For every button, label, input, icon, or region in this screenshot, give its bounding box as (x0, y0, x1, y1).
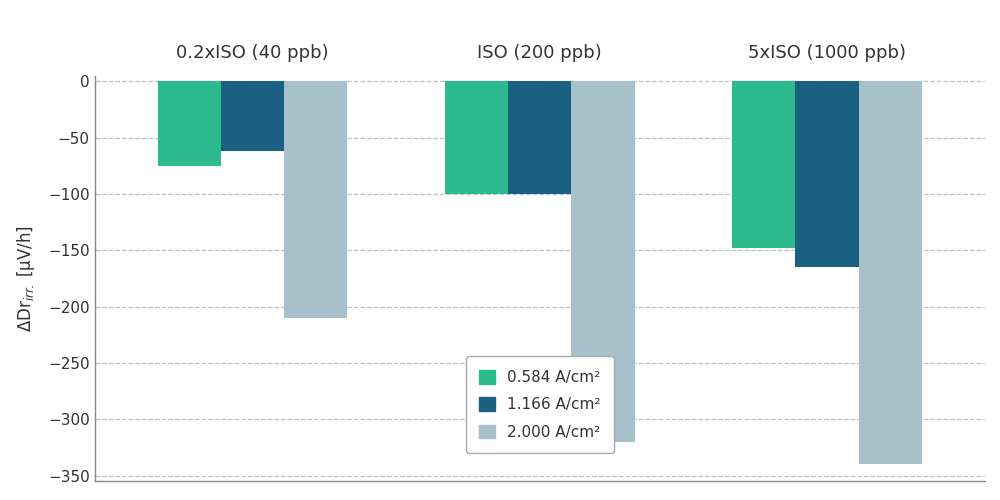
Bar (508, 82, 571, 194)
Legend: 0.584 A/cm², 1.166 A/cm², 2.000 A/cm²: 0.584 A/cm², 1.166 A/cm², 2.000 A/cm² (466, 356, 614, 454)
Bar (445, 82, 508, 194)
Text: 0.2xISO (40 ppb): 0.2xISO (40 ppb) (176, 44, 329, 62)
Y-axis label: $\Delta$Dr$_{irr.}$ [µV/h]: $\Delta$Dr$_{irr.}$ [µV/h] (15, 225, 37, 332)
Bar (859, 82, 922, 464)
Bar (795, 82, 859, 267)
Bar (158, 82, 221, 166)
Bar (284, 82, 347, 318)
Bar (221, 82, 284, 151)
Text: ISO (200 ppb): ISO (200 ppb) (477, 44, 602, 62)
Bar (732, 82, 795, 248)
Text: 5xISO (1000 ppb): 5xISO (1000 ppb) (748, 44, 906, 62)
Bar (571, 82, 635, 442)
